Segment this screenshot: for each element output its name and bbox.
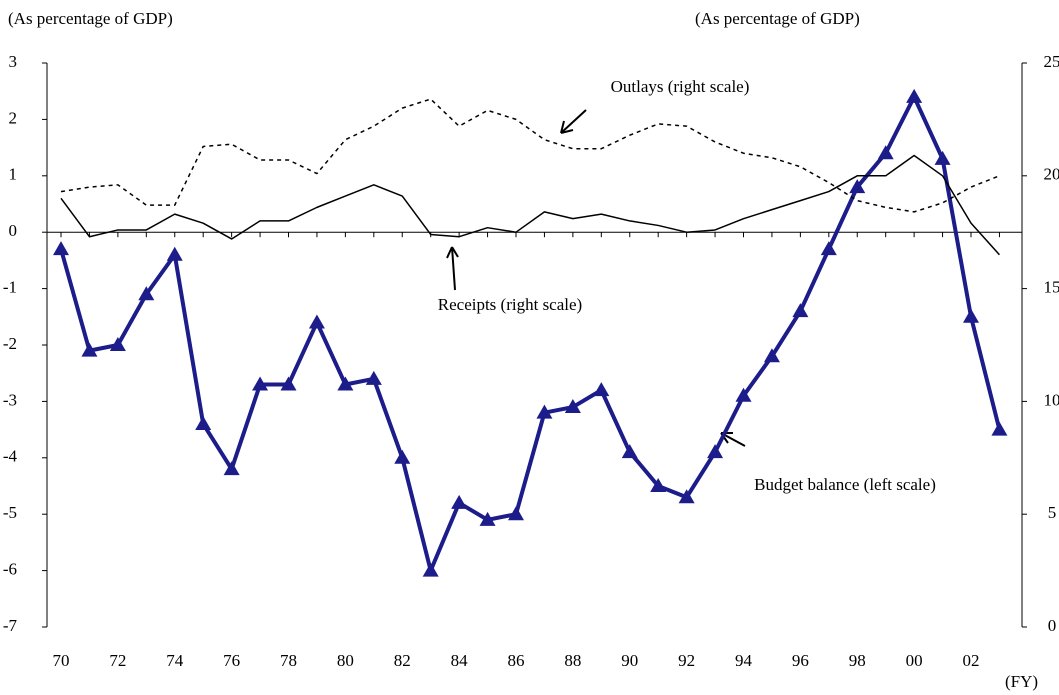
x-tick-label: 88: [564, 651, 581, 670]
marker: [820, 241, 837, 256]
x-tick-label: 94: [735, 651, 753, 670]
annotation: Receipts (right scale): [438, 295, 582, 314]
x-tick-label: 72: [109, 651, 126, 670]
marker: [81, 342, 98, 357]
x-tick-label: 98: [849, 651, 866, 670]
marker: [963, 308, 979, 323]
series-line: [60, 154, 1000, 256]
marker: [252, 376, 269, 391]
marker: [508, 506, 524, 521]
marker: [166, 246, 183, 261]
marker: [707, 444, 724, 459]
x-tick-label: 82: [394, 651, 411, 670]
x-tick-label: 74: [166, 651, 184, 670]
y-tick-label: -2: [3, 334, 17, 353]
marker: [308, 314, 325, 329]
series-line: [60, 98, 1000, 213]
marker: [109, 337, 126, 351]
y2-tick-label: 0: [1048, 616, 1057, 635]
arrow: [446, 246, 459, 291]
x-tick-label: 00: [906, 651, 923, 670]
marker: [906, 88, 923, 103]
y2-tick-label: 10: [1044, 390, 1059, 409]
y-tick-label: -5: [3, 503, 17, 522]
marker: [763, 348, 780, 363]
x-tick-label: 90: [621, 651, 638, 670]
y-axis-label: (As percentage of GDP): [8, 9, 173, 28]
marker: [394, 449, 411, 464]
y-tick-label: -1: [3, 278, 17, 297]
marker: [536, 404, 553, 419]
y2-tick-label: 15: [1044, 278, 1059, 297]
y2-tick-label: 25: [1044, 52, 1059, 71]
marker: [195, 415, 212, 430]
marker: [451, 494, 468, 509]
marker: [650, 478, 667, 492]
x-tick-label: 96: [792, 651, 809, 670]
series-line: [59, 94, 1002, 573]
y2-tick-label: 20: [1044, 165, 1059, 184]
y-tick-label: 1: [9, 165, 18, 184]
x-tick-label: 84: [451, 651, 469, 670]
x-axis-label: (FY): [1005, 672, 1038, 691]
y2-tick-label: 5: [1048, 503, 1057, 522]
marker: [479, 511, 496, 526]
y-tick-label: -7: [3, 616, 18, 635]
marker: [138, 286, 155, 301]
marker: [337, 376, 354, 391]
x-tick-label: 80: [337, 651, 354, 670]
y-tick-label: 3: [9, 52, 18, 71]
y-tick-label: -6: [3, 560, 17, 579]
y2-axis-label: (As percentage of GDP): [695, 9, 860, 28]
marker: [280, 376, 297, 391]
marker: [621, 444, 638, 459]
marker: [564, 399, 581, 414]
marker: [792, 303, 809, 318]
marker: [422, 562, 439, 577]
marker: [53, 241, 69, 256]
annotation: Outlays (right scale): [611, 77, 750, 96]
x-tick-label: 76: [223, 651, 240, 670]
marker: [735, 387, 752, 402]
marker: [593, 382, 610, 397]
y-tick-label: -3: [3, 390, 17, 409]
x-tick-label: 92: [678, 651, 695, 670]
x-tick-label: 78: [280, 651, 297, 670]
x-tick-label: 02: [963, 651, 980, 670]
marker: [877, 145, 894, 160]
annotation: Budget balance (left scale): [754, 475, 936, 494]
marker: [849, 179, 866, 194]
x-tick-label: 86: [508, 651, 525, 670]
annotation-box: Budget balance (left scale): [754, 475, 936, 494]
y-tick-label: 0: [9, 221, 18, 240]
marker: [934, 150, 951, 165]
y-tick-label: -4: [3, 447, 18, 466]
x-tick-label: 70: [53, 651, 70, 670]
y-tick-label: 2: [9, 108, 18, 127]
marker: [223, 461, 240, 476]
arrow: [560, 109, 587, 134]
marker: [678, 489, 695, 504]
marker: [365, 370, 382, 385]
marker: [991, 421, 1008, 436]
